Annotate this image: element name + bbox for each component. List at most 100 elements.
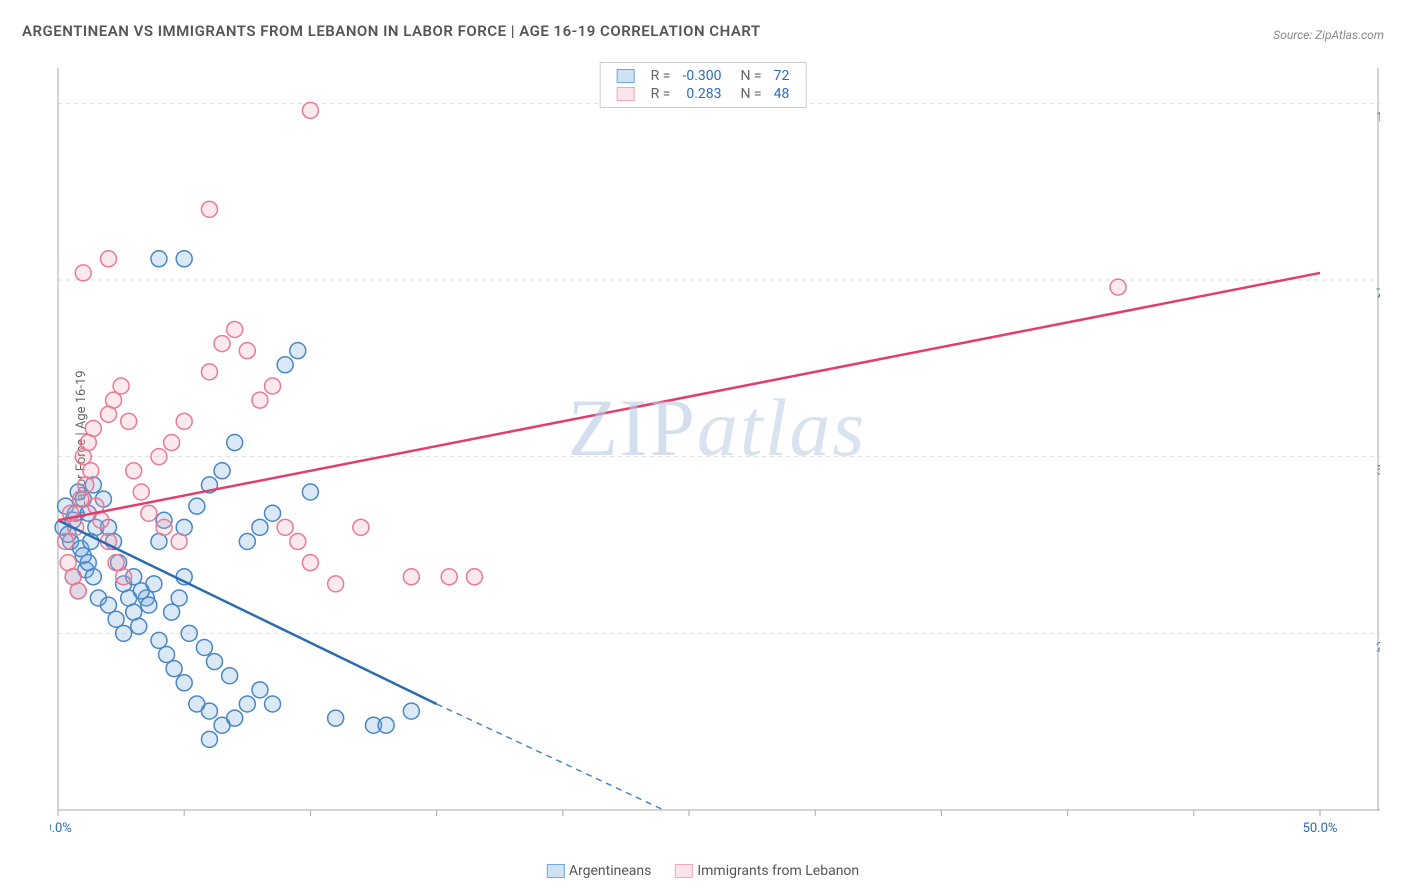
correlation-legend: R =-0.300 N =72 R =0.283 N =48 bbox=[600, 62, 807, 108]
data-point bbox=[290, 533, 306, 549]
data-point bbox=[159, 647, 175, 663]
n-label: N = bbox=[728, 85, 768, 103]
data-point bbox=[277, 519, 293, 535]
data-point bbox=[252, 392, 268, 408]
r-label: R = bbox=[645, 67, 677, 85]
data-point bbox=[141, 505, 157, 521]
data-point bbox=[131, 618, 147, 634]
data-point bbox=[164, 604, 180, 620]
data-point bbox=[70, 583, 86, 599]
r-label: R = bbox=[645, 85, 677, 103]
plot-area: 25.0%50.0%75.0%100.0%0.0%50.0% bbox=[50, 60, 1380, 850]
data-point bbox=[328, 710, 344, 726]
data-point bbox=[265, 696, 281, 712]
data-point bbox=[201, 731, 217, 747]
data-point bbox=[116, 569, 132, 585]
data-point bbox=[113, 378, 129, 394]
data-point bbox=[265, 505, 281, 521]
data-point bbox=[252, 682, 268, 698]
data-point bbox=[302, 555, 318, 571]
data-point bbox=[85, 569, 101, 585]
data-point bbox=[93, 512, 109, 528]
data-point bbox=[441, 569, 457, 585]
source-label: Source: ZipAtlas.com bbox=[1273, 28, 1384, 42]
data-point bbox=[466, 569, 482, 585]
trend-line bbox=[58, 273, 1320, 520]
data-point bbox=[116, 625, 132, 641]
data-point bbox=[100, 597, 116, 613]
data-point bbox=[214, 336, 230, 352]
n-value: 72 bbox=[768, 67, 796, 85]
trend-line-extrapolated bbox=[437, 704, 664, 810]
data-point bbox=[75, 265, 91, 281]
data-point bbox=[176, 413, 192, 429]
data-point bbox=[171, 533, 187, 549]
data-point bbox=[265, 378, 281, 394]
data-point bbox=[214, 463, 230, 479]
data-point bbox=[227, 435, 243, 451]
legend-label: Immigrants from Lebanon bbox=[697, 863, 859, 879]
data-point bbox=[403, 569, 419, 585]
data-point bbox=[201, 364, 217, 380]
data-point bbox=[176, 251, 192, 267]
data-point bbox=[133, 583, 149, 599]
data-point bbox=[222, 668, 238, 684]
data-point bbox=[328, 576, 344, 592]
data-point bbox=[353, 519, 369, 535]
data-point bbox=[277, 357, 293, 373]
data-point bbox=[378, 717, 394, 733]
data-point bbox=[302, 102, 318, 118]
data-point bbox=[181, 625, 197, 641]
data-point bbox=[151, 251, 167, 267]
data-point bbox=[108, 611, 124, 627]
data-point bbox=[302, 484, 318, 500]
data-point bbox=[100, 251, 116, 267]
legend-item: Argentineans bbox=[547, 863, 651, 879]
data-point bbox=[126, 463, 142, 479]
data-point bbox=[239, 343, 255, 359]
legend-label: Argentineans bbox=[569, 863, 651, 879]
data-point bbox=[403, 703, 419, 719]
data-point bbox=[164, 435, 180, 451]
data-point bbox=[151, 449, 167, 465]
chart-container: ARGENTINEAN VS IMMIGRANTS FROM LEBANON I… bbox=[0, 0, 1406, 892]
data-point bbox=[227, 710, 243, 726]
data-point bbox=[141, 597, 157, 613]
data-point bbox=[189, 498, 205, 514]
data-point bbox=[239, 696, 255, 712]
scatter-svg: 25.0%50.0%75.0%100.0%0.0%50.0% bbox=[50, 60, 1380, 850]
data-point bbox=[156, 519, 172, 535]
data-point bbox=[206, 654, 222, 670]
data-point bbox=[227, 321, 243, 337]
svg-text:0.0%: 0.0% bbox=[50, 821, 72, 836]
data-point bbox=[106, 392, 122, 408]
r-value: -0.300 bbox=[676, 67, 727, 85]
data-point bbox=[151, 632, 167, 648]
data-point bbox=[176, 675, 192, 691]
legend-swatch bbox=[547, 864, 565, 878]
legend-swatch bbox=[617, 87, 635, 101]
data-point bbox=[85, 420, 101, 436]
data-point bbox=[201, 703, 217, 719]
data-point bbox=[252, 519, 268, 535]
data-point bbox=[171, 590, 187, 606]
data-point bbox=[108, 555, 124, 571]
legend-swatch bbox=[675, 864, 693, 878]
data-point bbox=[121, 413, 137, 429]
data-point bbox=[58, 533, 74, 549]
data-point bbox=[83, 463, 99, 479]
n-label: N = bbox=[728, 67, 768, 85]
legend-swatch bbox=[617, 69, 635, 83]
data-point bbox=[196, 639, 212, 655]
chart-title: ARGENTINEAN VS IMMIGRANTS FROM LEBANON I… bbox=[22, 22, 761, 40]
r-value: 0.283 bbox=[676, 85, 727, 103]
data-point bbox=[166, 661, 182, 677]
data-point bbox=[1110, 279, 1126, 295]
data-point bbox=[133, 484, 149, 500]
svg-text:50.0%: 50.0% bbox=[1303, 821, 1338, 836]
n-value: 48 bbox=[768, 85, 796, 103]
data-point bbox=[201, 201, 217, 217]
series-legend: Argentineans Immigrants from Lebanon bbox=[535, 863, 871, 882]
data-point bbox=[290, 343, 306, 359]
legend-item: Immigrants from Lebanon bbox=[675, 863, 859, 879]
